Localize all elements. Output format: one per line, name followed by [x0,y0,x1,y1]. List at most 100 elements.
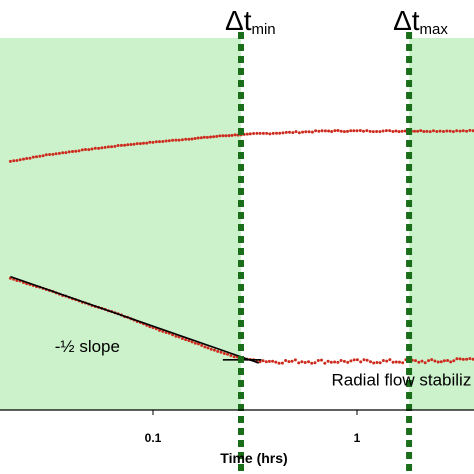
data-point [212,348,216,352]
data-point [465,357,469,361]
data-point [205,135,209,139]
data-point [87,148,91,152]
data-point [180,337,184,340]
data-point [61,151,65,155]
data-point [355,129,359,133]
data-point [209,347,213,351]
data-point [54,152,58,156]
data-point [313,361,317,365]
data-point [365,358,369,362]
data-point [174,138,178,142]
data-point [218,134,222,138]
data-point [209,135,212,139]
data-point [28,156,32,160]
data-point [100,146,104,150]
data-point [455,357,459,361]
data-point [301,130,305,134]
data-point [297,361,301,365]
data-point [372,361,376,365]
data-point [229,354,233,357]
data-point [274,360,278,364]
data-point [336,360,340,364]
data-point [106,145,110,149]
vline-label-max: Δtmax [393,5,448,38]
data-point [391,130,395,133]
data-point [31,155,35,159]
data-point [12,159,16,163]
data-point [471,129,474,133]
data-point [468,128,472,132]
data-point [420,359,424,363]
data-point [184,137,188,141]
annotation-layer: -½ slope Radial flow stabiliz [55,337,472,390]
data-point [425,129,429,133]
data-point [362,129,365,133]
data-point [64,151,68,155]
data-point [323,361,327,365]
data-point [294,130,298,134]
data-point [280,361,284,365]
data-point [375,361,379,364]
data-point [307,360,310,364]
data-point [300,360,304,364]
x-tick-label: 0.1 [145,431,162,445]
data-point [287,360,291,364]
x-tick-label: 1 [354,431,361,445]
data-point [126,143,130,147]
data-point [226,352,230,356]
data-point [378,130,382,134]
data-point [8,159,12,163]
data-point [197,342,200,346]
data-point [154,140,158,144]
data-point [452,359,456,363]
data-point [323,129,327,133]
data-point [428,130,432,134]
data-point [445,129,449,133]
data-point [458,129,462,133]
data-point [203,345,207,349]
data-point [123,143,127,147]
data-point [342,130,346,134]
data-point [349,359,353,363]
data-point [391,360,395,364]
time-window-region [240,38,410,410]
data-point [167,139,171,143]
data-point [132,142,136,146]
annotation-0: -½ slope [55,337,120,356]
data-point [293,358,297,362]
data-point [346,129,349,133]
data-point [432,129,435,133]
data-point [371,130,375,134]
data-point [233,133,237,137]
data-point [232,355,236,359]
data-point [113,144,117,148]
data-point [93,146,97,150]
data-point [267,359,271,363]
data-point [284,130,288,134]
data-point [148,140,152,144]
data-point [339,359,343,362]
data-point [184,338,188,342]
data-point [71,150,74,153]
data-point [202,135,206,139]
data-point [430,358,434,362]
data-point [375,130,379,133]
data-point [74,149,78,153]
data-point [446,359,450,362]
data-point [435,130,439,133]
data-point [110,145,114,149]
data-point [288,130,291,134]
vline-label-min: Δtmin [225,5,276,38]
data-point [258,131,262,135]
data-point [414,359,417,363]
data-point [368,129,372,133]
data-point [158,328,161,332]
data-point [80,148,84,152]
data-point [193,137,197,140]
data-point [352,129,356,133]
data-point [442,130,445,133]
data-point [381,129,385,133]
data-point [142,141,145,145]
data-point [15,159,19,162]
data-point [394,360,398,364]
